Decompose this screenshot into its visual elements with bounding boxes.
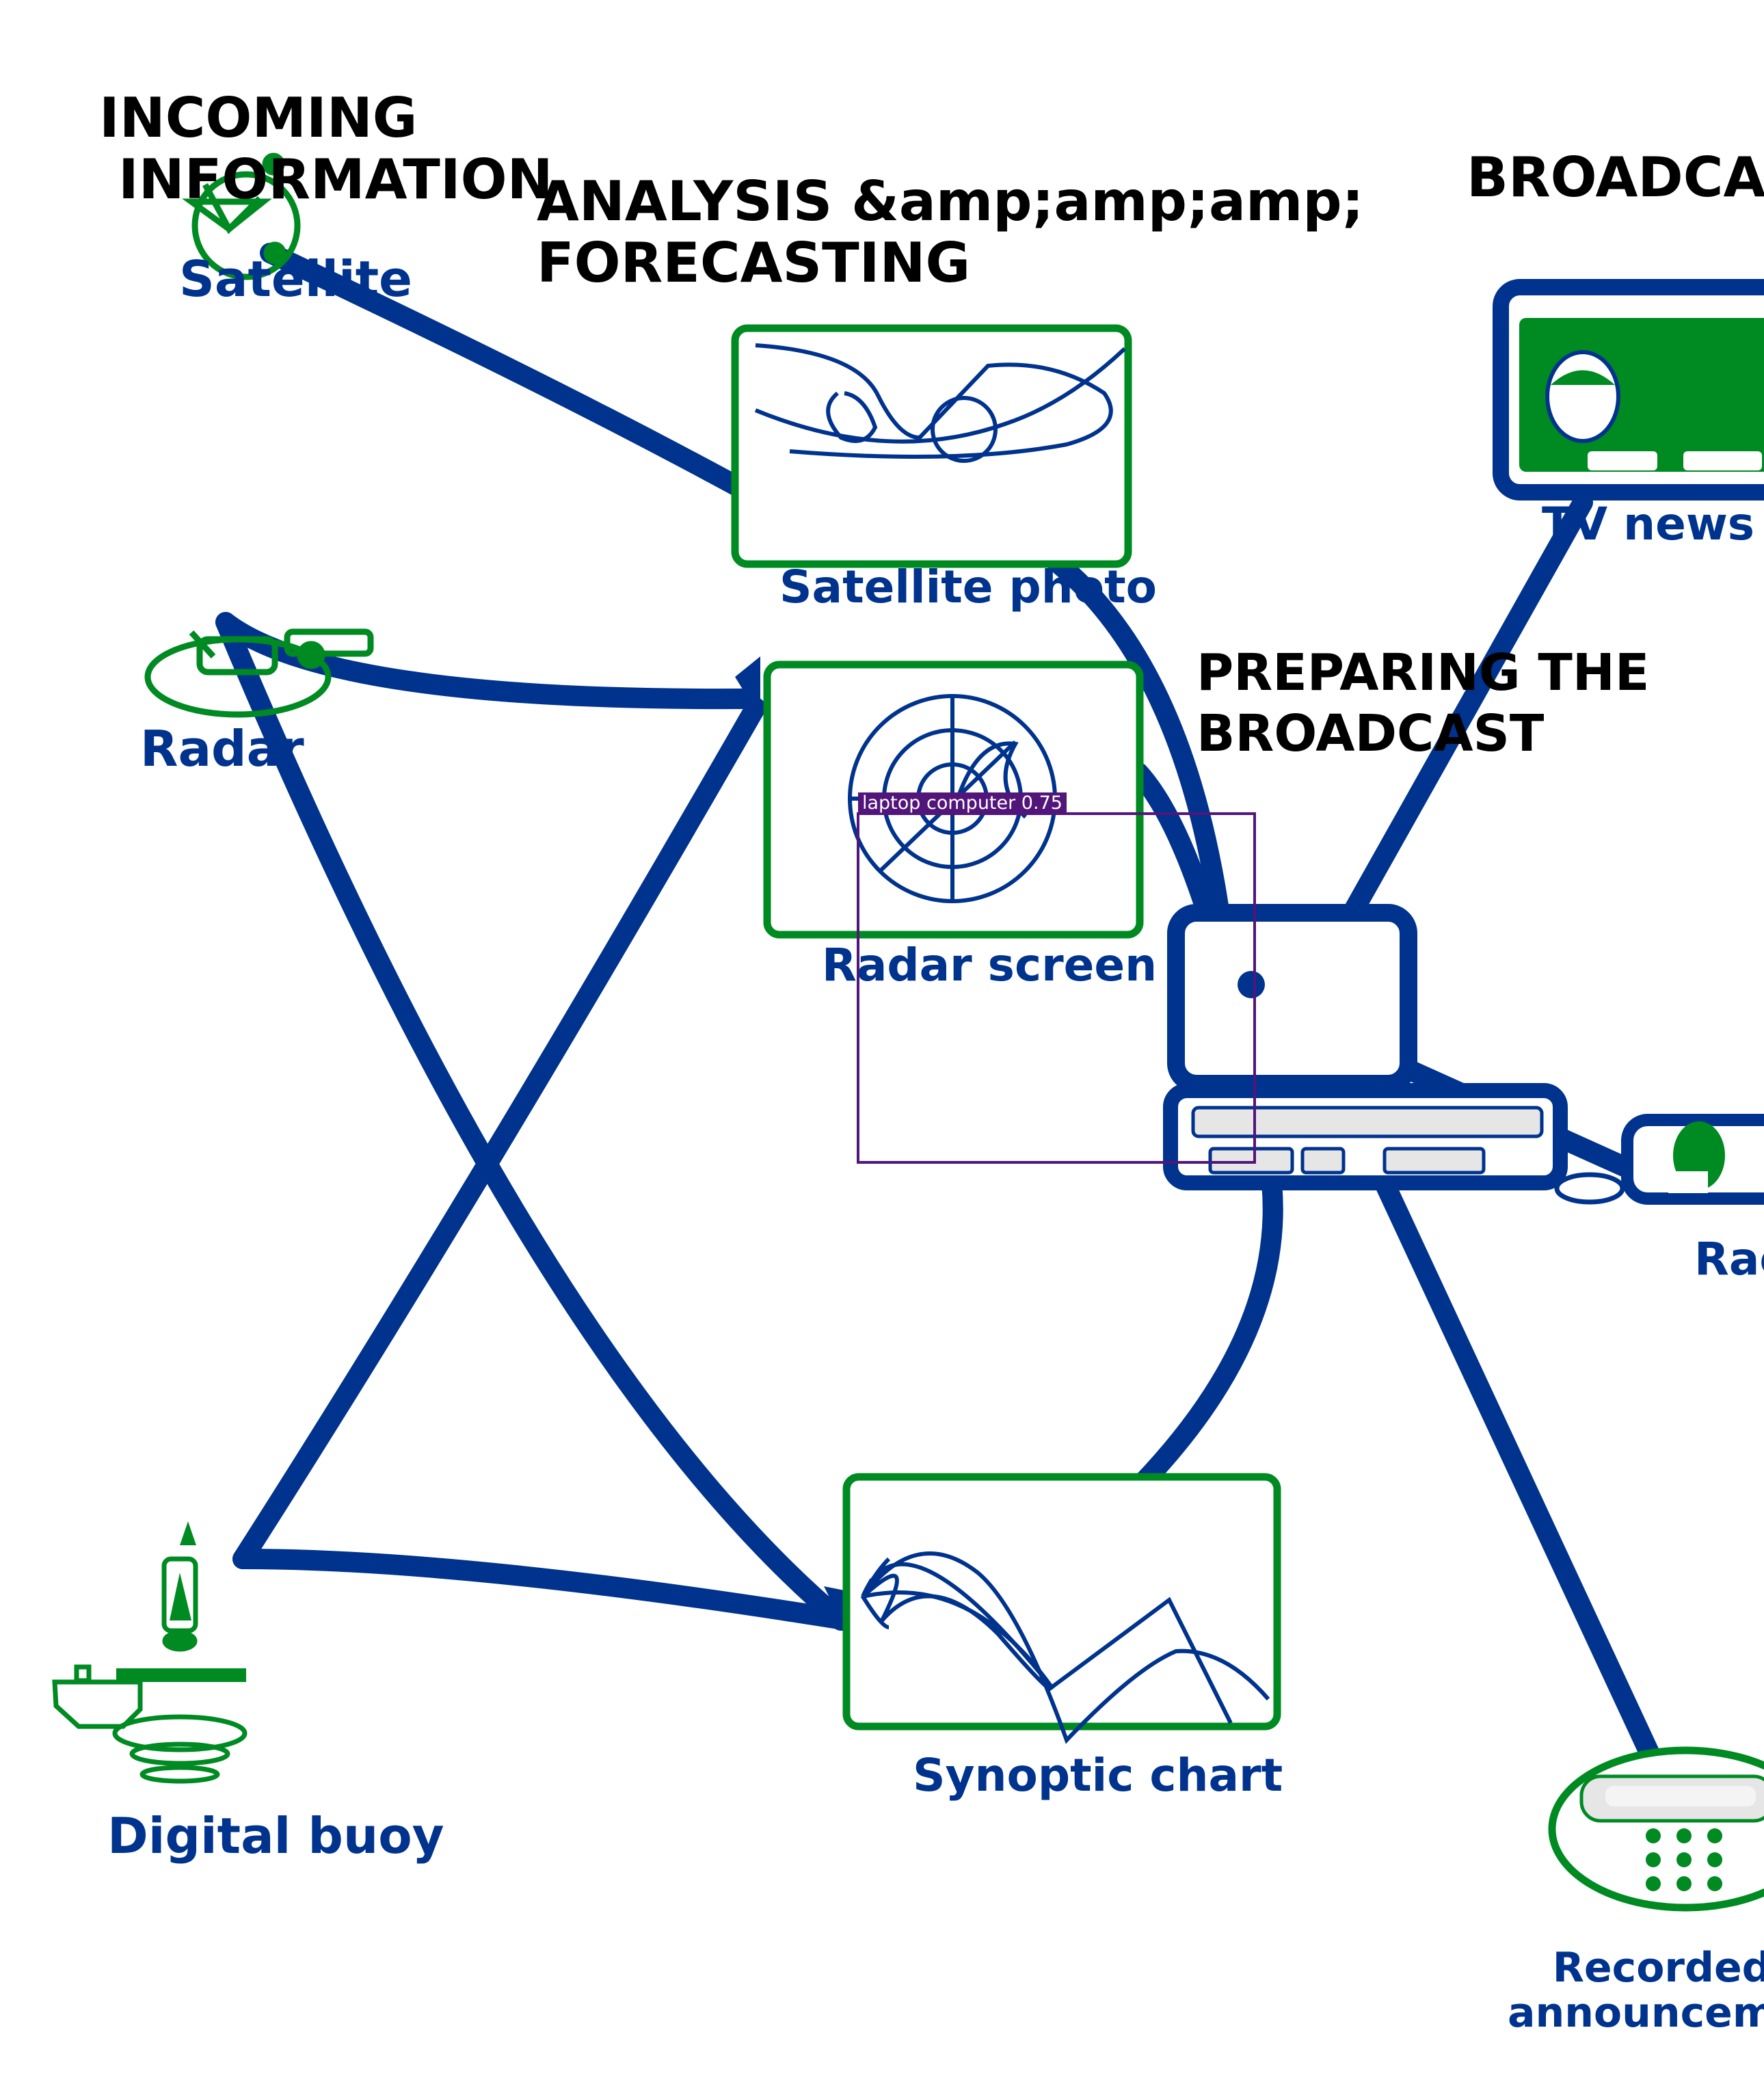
connector-computer-to-telephone	[1371, 1166, 1665, 1774]
header-analysis-line-2: FORECASTING	[537, 230, 971, 295]
header-preparing-line-1: PREPARING THE	[1197, 643, 1650, 702]
label-recorded-announcement: Recorded announcem	[1508, 1945, 1764, 2036]
detection-box	[857, 812, 1256, 1164]
label-radar-screen: Radar screen	[822, 939, 1158, 991]
tv-icon	[1493, 279, 1764, 501]
label-synoptic-chart: Synoptic chart	[913, 1749, 1283, 1802]
satellite-icon	[182, 152, 301, 280]
connector-satellite-to-photo	[260, 243, 752, 499]
connector-synoptic-to-computer	[1132, 1173, 1283, 1494]
header-preparing-line-2: BROADCAST	[1197, 704, 1545, 763]
label-satellite-photo: Satellite photo	[779, 561, 1158, 613]
label-radar: Radar	[140, 720, 304, 777]
computer-icon	[1163, 904, 1625, 1205]
telephone-icon	[1548, 1746, 1764, 1912]
connector-buoy-to-synoptic	[232, 1549, 858, 1631]
header-incoming-line-1: INCOMING	[99, 86, 418, 150]
header-analysis-line-1: ANALYSIS &amp;amp;amp;	[537, 170, 1364, 233]
arrowhead-radar-screen	[735, 656, 760, 718]
header-broadcast: BROADCA	[1467, 146, 1764, 209]
label-satellite: Satellite	[179, 250, 412, 308]
connector-radar-screen-to-computer	[1128, 762, 1220, 933]
connector-photo-to-computer	[1036, 544, 1231, 930]
header-incoming-line-2: INFORMATION	[118, 147, 553, 211]
header-preparing-broadcast: PREPARING THE BROADCAST	[1197, 643, 1649, 764]
radio-icon	[1621, 1114, 1764, 1205]
connector-buoy-to-radar-screen	[232, 697, 766, 1569]
connector-radar-to-synoptic	[215, 612, 851, 1631]
connector-computer-to-tv	[1340, 492, 1593, 926]
label-recorded-line-1: Recorded	[1552, 1944, 1764, 1992]
header-analysis-forecasting: ANALYSIS &amp;amp;amp; FORECASTING	[537, 171, 1364, 293]
synoptic-chart-icon	[842, 1473, 1281, 1744]
satellite-photo-icon	[731, 324, 1132, 568]
label-radio: Rac	[1694, 1233, 1764, 1285]
label-recorded-line-2: announcem	[1508, 1989, 1764, 2037]
buoy-icon	[52, 1521, 248, 1784]
label-tv-news: TV news	[1542, 498, 1755, 550]
label-digital-buoy: Digital buoy	[107, 1807, 444, 1865]
radar-dish-icon	[144, 628, 374, 718]
detection-label: laptop computer 0.75	[858, 792, 1067, 814]
header-incoming-information: INCOMING INFORMATION	[99, 88, 553, 210]
